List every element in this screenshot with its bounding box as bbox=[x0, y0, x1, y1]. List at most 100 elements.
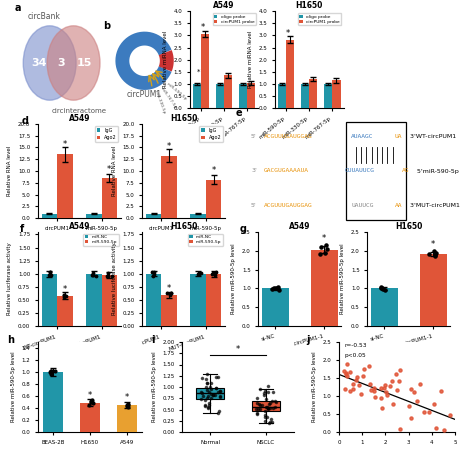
Legend: miR-NC, miR-590-5p: miR-NC, miR-590-5p bbox=[83, 234, 118, 246]
Point bbox=[322, 241, 330, 248]
Point bbox=[88, 397, 95, 404]
Point bbox=[273, 283, 281, 290]
Point bbox=[88, 271, 96, 279]
Point bbox=[51, 368, 58, 375]
Point bbox=[432, 249, 440, 256]
Y-axis label: Relative RNA level: Relative RNA level bbox=[112, 146, 117, 196]
Point bbox=[60, 293, 67, 300]
Point bbox=[90, 271, 97, 278]
Point bbox=[47, 271, 55, 279]
Bar bbox=[101, 275, 117, 326]
Y-axis label: Relative miRNA level: Relative miRNA level bbox=[248, 31, 253, 88]
PathPatch shape bbox=[252, 401, 280, 411]
Point bbox=[447, 411, 454, 418]
Point bbox=[204, 404, 212, 411]
Point bbox=[215, 410, 222, 417]
Point bbox=[359, 372, 367, 379]
Point bbox=[379, 286, 387, 293]
Point bbox=[370, 385, 378, 392]
Point bbox=[47, 367, 55, 374]
Point bbox=[253, 400, 261, 407]
Point bbox=[260, 389, 268, 396]
Point bbox=[276, 287, 283, 294]
Text: *: * bbox=[167, 284, 172, 293]
Text: circinteractome: circinteractome bbox=[51, 108, 106, 114]
Point bbox=[386, 382, 394, 389]
Text: e: e bbox=[236, 108, 242, 118]
Point bbox=[430, 400, 438, 408]
Point bbox=[268, 397, 276, 405]
Point bbox=[382, 287, 389, 294]
Title: A549: A549 bbox=[69, 222, 90, 231]
Point bbox=[377, 283, 385, 290]
Title: H1650: H1650 bbox=[296, 1, 323, 10]
Y-axis label: Relative miRNA level: Relative miRNA level bbox=[163, 31, 168, 88]
Point bbox=[367, 387, 375, 394]
Point bbox=[420, 408, 428, 415]
Point bbox=[341, 367, 348, 374]
Point bbox=[392, 370, 400, 378]
Point bbox=[46, 369, 54, 376]
Point bbox=[208, 270, 216, 277]
Y-axis label: Relative luciferase activity: Relative luciferase activity bbox=[8, 243, 12, 315]
Bar bbox=[309, 79, 318, 108]
Point bbox=[264, 404, 272, 411]
Point bbox=[261, 412, 268, 419]
Text: *: * bbox=[286, 29, 290, 38]
Point bbox=[425, 251, 433, 258]
Bar bbox=[80, 403, 100, 432]
Point bbox=[167, 290, 174, 297]
Title: A549: A549 bbox=[213, 1, 235, 10]
Point bbox=[324, 245, 331, 252]
Point bbox=[216, 388, 224, 395]
Point bbox=[356, 382, 363, 389]
Point bbox=[267, 405, 274, 412]
Point bbox=[431, 252, 439, 259]
Bar bbox=[286, 40, 294, 108]
Bar bbox=[146, 274, 162, 326]
Point bbox=[215, 407, 223, 414]
Point bbox=[256, 385, 264, 392]
Y-axis label: Relative RNA level: Relative RNA level bbox=[8, 146, 12, 196]
Point bbox=[380, 384, 388, 392]
Point bbox=[207, 380, 215, 387]
Point bbox=[195, 270, 203, 278]
Point bbox=[272, 399, 280, 406]
Point bbox=[264, 389, 272, 396]
Point bbox=[377, 395, 384, 402]
Bar bbox=[162, 156, 177, 218]
Point bbox=[205, 400, 213, 407]
Legend: IgG, Ago2: IgG, Ago2 bbox=[95, 126, 118, 142]
Point bbox=[60, 292, 68, 299]
Point bbox=[85, 401, 92, 409]
Text: i: i bbox=[151, 335, 155, 345]
Point bbox=[254, 395, 261, 402]
Text: circPUM1: circPUM1 bbox=[127, 90, 162, 99]
Point bbox=[430, 247, 438, 254]
Point bbox=[195, 270, 202, 277]
Point bbox=[365, 362, 372, 369]
Point bbox=[125, 400, 132, 408]
Text: b: b bbox=[103, 21, 110, 31]
Point bbox=[258, 401, 266, 409]
Point bbox=[269, 286, 276, 293]
Point bbox=[149, 272, 157, 279]
Text: 5': 5' bbox=[251, 134, 257, 139]
Text: 34: 34 bbox=[31, 58, 46, 68]
Point bbox=[395, 378, 403, 385]
Bar bbox=[101, 178, 117, 218]
Point bbox=[263, 403, 270, 410]
Bar bbox=[206, 274, 221, 326]
Y-axis label: Relative miR-590-5p level: Relative miR-590-5p level bbox=[231, 244, 237, 314]
Point bbox=[360, 366, 368, 373]
Bar bbox=[262, 288, 289, 326]
Title: H1650: H1650 bbox=[170, 222, 197, 231]
Point bbox=[263, 396, 270, 403]
Point bbox=[60, 292, 67, 299]
Point bbox=[210, 392, 217, 399]
Point bbox=[260, 392, 267, 399]
Text: GACGUGAAAAUA: GACGUGAAAAUA bbox=[264, 168, 309, 174]
Point bbox=[383, 392, 391, 399]
Point bbox=[212, 373, 220, 380]
Point bbox=[150, 271, 158, 278]
